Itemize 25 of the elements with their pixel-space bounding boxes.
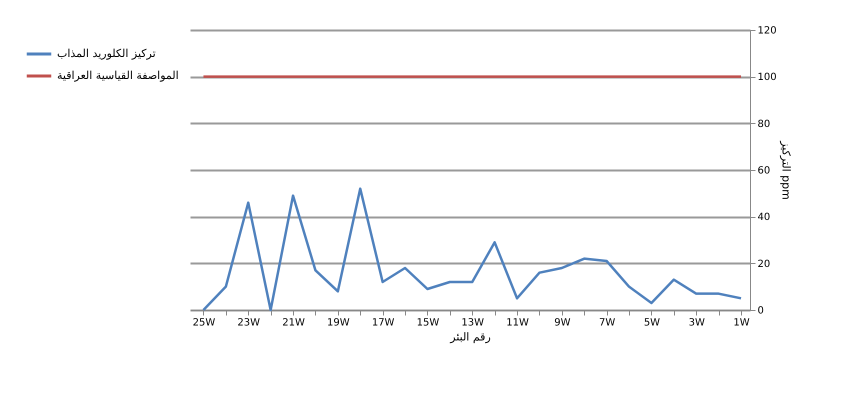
y-axis-title: التركيز ppm <box>780 140 793 200</box>
legend-label: المواصفة القياسية العراقية <box>57 69 179 82</box>
x-tick-label: 1W <box>733 318 750 328</box>
legend-label: تركيز الكلوريد المذاب <box>57 47 156 60</box>
x-tick-label: 15W <box>416 318 440 328</box>
x-tick-label: 19W <box>327 318 350 328</box>
x-tick-label: 23W <box>237 318 260 328</box>
x-tick-label: 11W <box>506 318 529 328</box>
x-tick-label: 3W <box>688 318 705 328</box>
y-tick-label: 120 <box>758 26 777 36</box>
x-tick-label: 17W <box>372 318 395 328</box>
y-tick-label: 0 <box>758 306 764 316</box>
y-tick-label: 80 <box>758 118 770 130</box>
x-tick-label: 13W <box>461 318 484 328</box>
y-tick-label: 60 <box>758 166 770 176</box>
y-tick-label: 100 <box>758 72 777 84</box>
line-series <box>202 187 742 312</box>
y-tick-label: 40 <box>758 212 770 224</box>
x-tick-label: 9W <box>554 318 571 328</box>
x-tick-label: 25W <box>192 318 216 328</box>
x-tick-label: 7W <box>599 318 616 328</box>
y-tick-label: 20 <box>758 258 770 270</box>
x-axis-title: رقم البئر <box>449 330 491 344</box>
x-tick-label: 5W <box>644 318 660 328</box>
x-tick-label: 21W <box>282 318 305 328</box>
